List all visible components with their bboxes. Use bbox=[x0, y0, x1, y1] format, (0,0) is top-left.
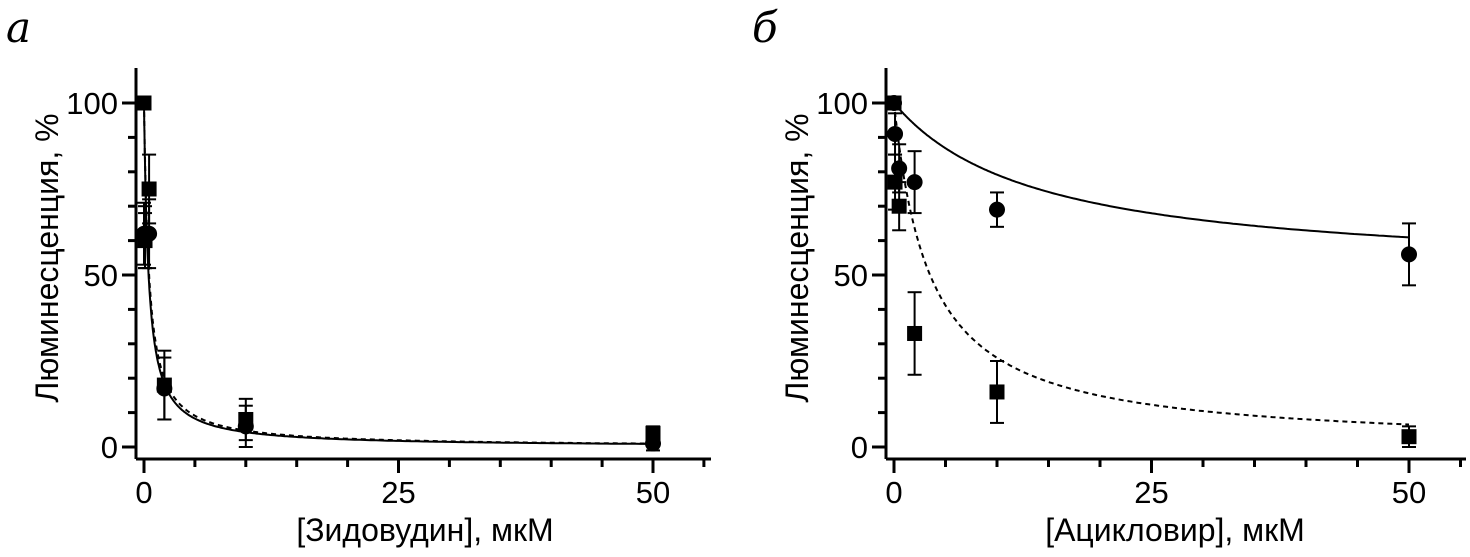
data-point-square bbox=[907, 325, 923, 341]
y-tick-label: 50 bbox=[84, 258, 118, 293]
data-point-square bbox=[891, 198, 907, 214]
fit-curve-circles bbox=[893, 102, 1410, 239]
x-tick-label: 25 bbox=[381, 475, 415, 510]
y-tick-label: 50 bbox=[834, 258, 868, 293]
y-tick-label: 100 bbox=[816, 86, 868, 121]
panel-a-data-points bbox=[136, 95, 661, 452]
x-tick-label: 50 bbox=[636, 475, 670, 510]
x-tick-label: 25 bbox=[1134, 475, 1168, 510]
panel-b: б Люминесценция, % [Ацикловир], мкМ 0 50 1… bbox=[752, 3, 1466, 548]
y-tick-label: 0 bbox=[851, 430, 868, 465]
x-tick-label: 0 bbox=[135, 475, 152, 510]
fit-curve-squares bbox=[893, 102, 1410, 426]
panel-b-data-points bbox=[886, 95, 1417, 448]
panel-b-y-axis-label: Люминесценция, % bbox=[779, 113, 815, 402]
data-point-circle bbox=[989, 201, 1005, 218]
data-point-square bbox=[645, 425, 661, 441]
y-tick-label: 0 bbox=[101, 430, 118, 465]
panel-a-fit-curves bbox=[143, 103, 653, 445]
data-point-square bbox=[137, 233, 153, 249]
data-point-circle bbox=[891, 160, 908, 177]
x-tick-label: 50 bbox=[1392, 475, 1426, 510]
data-point-circle bbox=[1401, 246, 1417, 263]
data-point-square bbox=[156, 377, 172, 393]
data-point-square bbox=[141, 181, 157, 197]
panel-b-x-axis-label: [Ацикловир], мкМ bbox=[1045, 512, 1305, 548]
data-point-square bbox=[136, 95, 152, 111]
panel-a-axes: 0 50 100 0 25 50 bbox=[66, 68, 711, 510]
panel-b-axes: 0 50 100 0 25 50 bbox=[816, 68, 1466, 510]
panel-b-fit-curves bbox=[893, 102, 1410, 426]
data-point-square bbox=[238, 411, 254, 427]
x-tick-label: 0 bbox=[885, 475, 902, 510]
fit-curve-circles bbox=[143, 103, 653, 445]
data-point-square bbox=[886, 95, 902, 111]
panel-a-y-axis-label: Люминесценция, % bbox=[29, 113, 65, 402]
panel-a-letter: а bbox=[6, 3, 31, 52]
data-point-square bbox=[989, 384, 1005, 400]
fit-curve-squares bbox=[143, 103, 653, 445]
y-tick-label: 100 bbox=[66, 86, 118, 121]
data-point-circle bbox=[887, 125, 904, 142]
panel-b-letter: б bbox=[752, 3, 778, 52]
panel-a: а Люминесценция, % [Зидовудин], мкМ 0 50 1… bbox=[6, 3, 711, 548]
data-point-square bbox=[1401, 429, 1417, 445]
data-point-circle bbox=[906, 174, 923, 191]
panel-a-x-axis-label: [Зидовудин], мкМ bbox=[296, 512, 553, 548]
